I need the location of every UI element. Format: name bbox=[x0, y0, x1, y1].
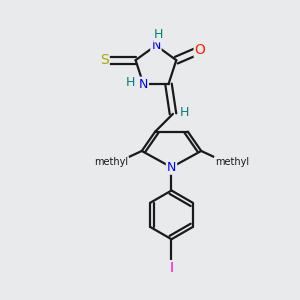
Text: N: N bbox=[167, 161, 176, 174]
Text: N: N bbox=[151, 39, 160, 52]
Text: H: H bbox=[180, 106, 189, 119]
Text: S: S bbox=[100, 53, 109, 67]
Text: H: H bbox=[154, 28, 164, 41]
Text: I: I bbox=[169, 261, 173, 275]
Text: H: H bbox=[126, 76, 136, 89]
Text: methyl: methyl bbox=[94, 157, 128, 167]
Text: N: N bbox=[139, 78, 148, 91]
Text: methyl: methyl bbox=[215, 157, 249, 167]
Text: O: O bbox=[195, 43, 206, 57]
